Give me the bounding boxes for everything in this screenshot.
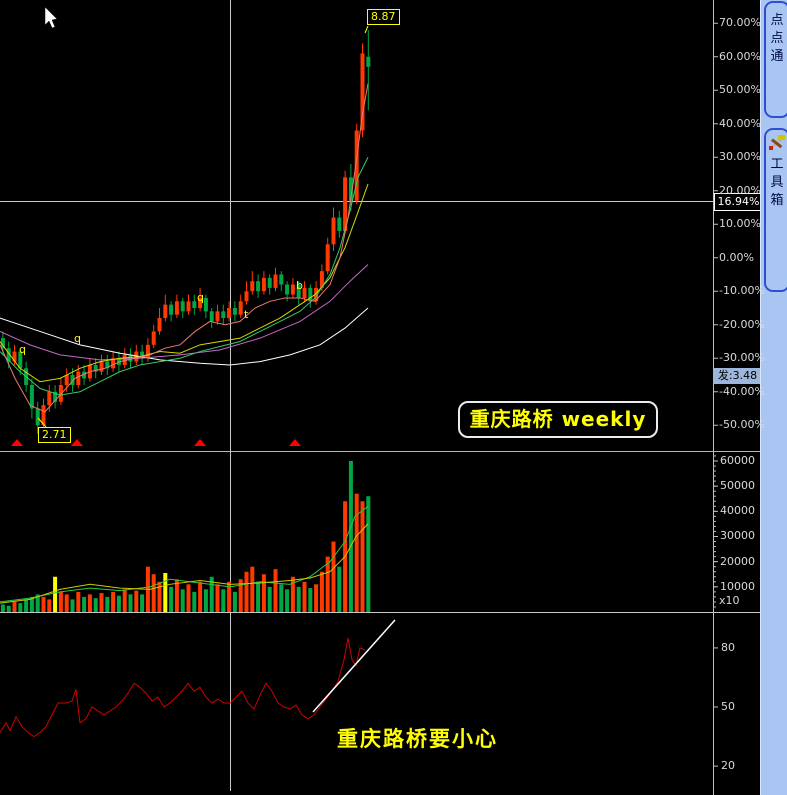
tab-label-char: 点 <box>770 13 784 28</box>
axis-label: 20 <box>721 759 735 773</box>
tab-label-char: 箱 <box>770 193 784 208</box>
mouse-cursor <box>44 7 58 29</box>
current-percent-badge: 16.94% <box>714 193 763 211</box>
tab-label-char: 工 <box>770 157 784 172</box>
axis-label: -40.00% <box>719 384 765 398</box>
warning-text[interactable]: 重庆路桥要小心 <box>337 727 498 751</box>
right-sidebar: 点点通 工具箱 <box>760 0 787 795</box>
axis-label: 20000 <box>720 554 755 568</box>
tab-label-char: 通 <box>770 49 784 64</box>
axis-label: 10000 <box>720 579 755 593</box>
axis-label: 10.00% <box>719 217 761 231</box>
axis-label: 30000 <box>720 529 755 543</box>
axis-label: 0.00% <box>719 250 754 264</box>
axis-label: -10.00% <box>719 284 765 298</box>
tab-toolbox[interactable]: 工具箱 <box>764 128 787 292</box>
tab-label-char: 具 <box>770 175 784 190</box>
axis-label: 50000 <box>720 479 755 493</box>
axis-label: -20.00% <box>719 317 765 331</box>
axis-label: -50.00% <box>719 418 765 432</box>
axis-label: 80 <box>721 640 735 654</box>
issue-price-label: 发:3.48 <box>713 368 762 384</box>
chart-title-box[interactable]: 重庆路桥 weekly <box>458 401 658 438</box>
volume-unit-label: x10 <box>719 594 740 607</box>
signal-letter-marker: q <box>19 343 26 356</box>
tab-diandiantong[interactable]: 点点通 <box>764 1 787 118</box>
axis-label: 60000 <box>720 453 755 467</box>
low-price-label[interactable]: 2.71 <box>38 427 71 443</box>
axis-label: 50.00% <box>719 83 761 97</box>
axis-label: 50 <box>721 700 735 713</box>
axis-label: 40000 <box>720 504 755 518</box>
signal-letter-marker: b <box>296 279 303 292</box>
signal-letter-marker: q <box>74 332 81 345</box>
axis-label: 20.00% <box>719 183 761 197</box>
axis-label: 40.00% <box>719 116 761 130</box>
signal-letter-marker: q <box>197 291 204 304</box>
axis-label: 70.00% <box>719 16 761 30</box>
axis-label: 30.00% <box>719 150 761 164</box>
peak-price-label[interactable]: 8.87 <box>367 9 400 25</box>
tools-icon <box>768 134 786 156</box>
signal-letter-marker: t <box>244 308 249 321</box>
axis-label: 60.00% <box>719 49 761 63</box>
tab-label-char: 点 <box>770 31 784 46</box>
axis-label: -30.00% <box>719 351 765 365</box>
